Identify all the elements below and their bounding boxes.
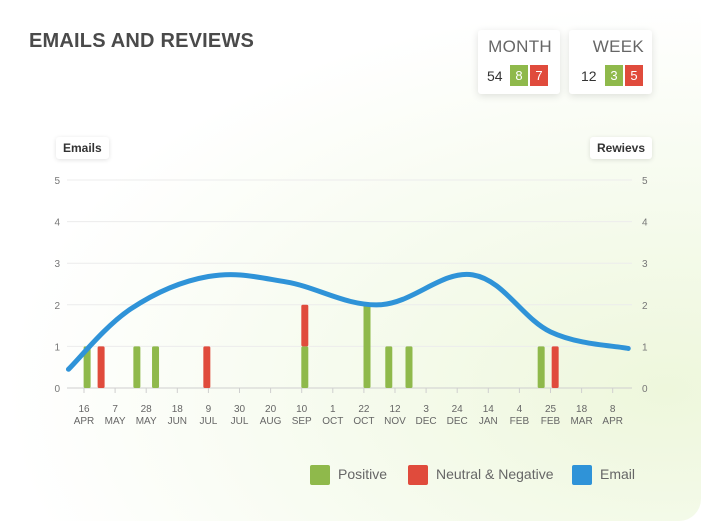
x-tick-day-label: 8 [610, 404, 616, 415]
positive-bar [363, 304, 371, 388]
week-label: WEEK [592, 37, 644, 56]
x-tick-month-label: MAY [105, 416, 126, 427]
x-tick-day-label: 18 [172, 404, 184, 415]
x-tick-month-label: JUL [200, 416, 218, 427]
x-tick-month-label: APR [602, 416, 623, 427]
positive-bar [385, 346, 393, 388]
week-summary[interactable]: WEEK 12 3 5 [569, 30, 652, 94]
left-axis-title: Emails [56, 137, 109, 159]
x-tick-day-label: 7 [112, 404, 118, 415]
month-summary[interactable]: MONTH 54 8 7 [478, 30, 560, 94]
x-tick-month-label: JUL [231, 416, 249, 427]
positive-bar [301, 346, 309, 388]
legend-negative-swatch [408, 465, 428, 485]
x-tick-month-label: JUN [168, 416, 187, 427]
month-positive-badge: 8 [510, 65, 528, 86]
y-tick-right: 1 [642, 342, 648, 353]
month-total: 54 [487, 68, 503, 84]
x-tick-day-label: 18 [576, 404, 588, 415]
week-negative-badge: 5 [625, 65, 643, 86]
positive-bar [537, 346, 545, 388]
x-tick-month-label: JAN [479, 416, 498, 427]
x-tick-month-label: MAR [570, 416, 592, 427]
x-tick-day-label: 28 [141, 404, 153, 415]
y-tick-right: 4 [642, 218, 648, 229]
legend-negative-label: Neutral & Negative [436, 466, 554, 482]
y-tick-right: 0 [642, 384, 648, 395]
x-tick-day-label: 24 [452, 404, 464, 415]
x-tick-month-label: FEB [510, 416, 530, 427]
legend-positive-swatch [310, 465, 330, 485]
positive-bar [405, 346, 413, 388]
y-tick-right: 2 [642, 301, 648, 312]
x-tick-day-label: 25 [545, 404, 557, 415]
legend-positive-label: Positive [338, 466, 388, 482]
x-tick-day-label: 3 [423, 404, 429, 415]
card-title: EMAILS AND REVIEWS [29, 30, 255, 52]
y-tick-right: 3 [642, 259, 648, 270]
week-total: 12 [581, 68, 597, 84]
negative-bar [203, 346, 211, 388]
month-negative-badge: 7 [530, 65, 548, 86]
month-label: MONTH [488, 37, 552, 56]
x-tick-day-label: 16 [78, 404, 90, 415]
negative-bar [301, 304, 309, 347]
x-tick-day-label: 10 [296, 404, 308, 415]
y-tick-right: 5 [642, 176, 648, 187]
x-tick-month-label: APR [74, 416, 95, 427]
y-tick-left: 1 [54, 342, 60, 353]
week-positive-badge: 3 [605, 65, 623, 86]
legend-email-swatch [572, 465, 592, 485]
x-tick-day-label: 22 [358, 404, 370, 415]
email-line [65, 271, 631, 372]
x-tick-month-label: OCT [322, 416, 343, 427]
legend-email-label: Email [600, 466, 636, 482]
x-tick-month-label: OCT [353, 416, 374, 427]
x-tick-month-label: AUG [260, 416, 282, 427]
x-tick-day-label: 1 [330, 404, 336, 415]
x-tick-month-label: DEC [416, 416, 437, 427]
x-tick-month-label: MAY [136, 416, 157, 427]
x-tick-day-label: 30 [234, 404, 246, 415]
x-tick-day-label: 14 [483, 404, 495, 415]
x-tick-month-label: SEP [292, 416, 312, 427]
y-tick-left: 4 [54, 218, 60, 229]
x-tick-month-label: NOV [384, 416, 406, 427]
x-tick-day-label: 12 [389, 404, 401, 415]
y-tick-left: 0 [54, 384, 60, 395]
y-tick-left: 2 [54, 301, 60, 312]
y-tick-left: 5 [54, 176, 60, 187]
negative-bar [551, 346, 559, 388]
positive-bar [83, 346, 91, 388]
right-axis-title: Rewievs [590, 137, 653, 159]
x-tick-month-label: DEC [447, 416, 468, 427]
positive-bar [152, 346, 160, 388]
x-tick-day-label: 20 [265, 404, 277, 415]
x-tick-month-label: FEB [541, 416, 561, 427]
negative-bar [97, 346, 105, 388]
x-tick-day-label: 4 [517, 404, 523, 415]
x-tick-day-label: 9 [206, 404, 212, 415]
positive-bar [133, 346, 141, 388]
y-tick-left: 3 [54, 259, 60, 270]
